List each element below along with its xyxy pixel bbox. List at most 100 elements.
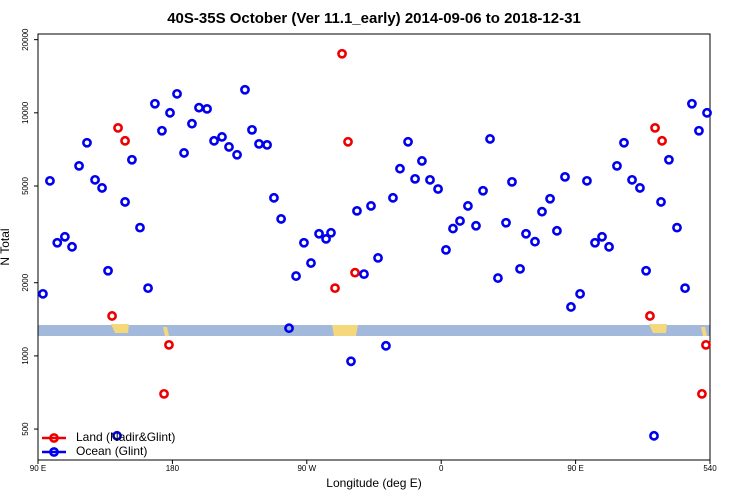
point — [545, 193, 555, 204]
point — [120, 197, 130, 207]
legend-marker — [49, 433, 59, 443]
point — [507, 176, 517, 187]
point — [664, 154, 674, 165]
point — [604, 241, 614, 252]
point — [575, 288, 585, 299]
land-patch — [163, 327, 169, 336]
point — [650, 122, 660, 133]
point — [113, 122, 123, 133]
point — [537, 206, 547, 217]
x-axis-title: Longitude (deg E) — [326, 476, 421, 490]
point — [157, 125, 167, 136]
x-tick-label: 0 — [439, 464, 444, 473]
point — [194, 102, 204, 113]
point — [501, 217, 511, 228]
point — [187, 118, 197, 129]
point — [59, 231, 70, 242]
point — [90, 174, 100, 185]
point — [150, 98, 160, 109]
plot-frame — [37, 33, 711, 461]
point — [306, 258, 316, 268]
point — [127, 154, 137, 165]
point — [448, 223, 458, 234]
point — [417, 156, 427, 166]
point — [657, 135, 667, 146]
point — [38, 288, 48, 299]
point — [217, 132, 227, 142]
land-patch — [111, 324, 129, 333]
point — [441, 244, 451, 255]
point — [521, 228, 531, 239]
point — [74, 160, 84, 171]
point — [240, 84, 250, 95]
x-tick-label: 180 — [166, 464, 180, 473]
land-patch — [332, 325, 358, 336]
point — [485, 134, 495, 144]
point — [97, 183, 107, 193]
point — [112, 430, 122, 441]
point — [493, 273, 503, 283]
point — [321, 233, 331, 244]
y-tick-label: 10000 — [21, 101, 30, 124]
point — [471, 220, 481, 231]
y-tick-label: 2000 — [21, 273, 30, 291]
point — [627, 174, 637, 185]
point — [314, 228, 324, 239]
x-tick-label: 90 E — [567, 464, 583, 473]
point — [202, 103, 212, 114]
y-tick-label: 20000 — [21, 28, 30, 51]
y-tick-label: 1000 — [21, 346, 30, 364]
point — [566, 302, 576, 312]
point — [373, 253, 383, 263]
map-strip — [38, 324, 710, 336]
point — [388, 192, 398, 203]
point — [232, 149, 242, 160]
point — [672, 222, 682, 233]
point — [694, 125, 704, 136]
point — [455, 216, 465, 226]
point — [645, 311, 655, 321]
point — [381, 340, 391, 351]
point — [425, 174, 435, 185]
point — [224, 142, 234, 152]
point — [269, 192, 279, 203]
x-tick-label: 540 — [703, 464, 717, 473]
y-tick-label: 500 — [21, 422, 30, 436]
x-tick-label: 90 W — [297, 464, 316, 473]
point — [582, 175, 592, 186]
point — [209, 135, 219, 146]
point — [179, 148, 189, 158]
point — [702, 107, 712, 118]
point — [560, 171, 570, 182]
x-tick-label: 90 E — [30, 464, 46, 473]
point — [366, 201, 376, 211]
point — [687, 98, 697, 109]
point — [410, 173, 420, 184]
point — [701, 339, 711, 350]
legend-label: Ocean (Glint) — [76, 444, 147, 458]
point — [433, 184, 443, 194]
point — [635, 183, 645, 193]
point — [299, 237, 309, 248]
point — [680, 283, 690, 294]
point — [649, 430, 659, 441]
point — [530, 236, 540, 247]
point — [276, 214, 287, 224]
point — [552, 225, 562, 236]
point — [330, 283, 340, 294]
point — [403, 136, 413, 147]
point — [103, 265, 113, 276]
point — [291, 271, 301, 281]
legend-marker — [49, 447, 59, 457]
ocean-band — [38, 325, 710, 336]
y-tick-label: 5000 — [21, 177, 30, 195]
point — [284, 323, 294, 334]
point — [262, 139, 272, 150]
point — [656, 197, 666, 207]
y-axis-title: N Total — [0, 228, 12, 265]
land-patch — [649, 324, 667, 333]
point — [107, 311, 117, 321]
point — [172, 88, 182, 99]
point — [597, 231, 607, 242]
